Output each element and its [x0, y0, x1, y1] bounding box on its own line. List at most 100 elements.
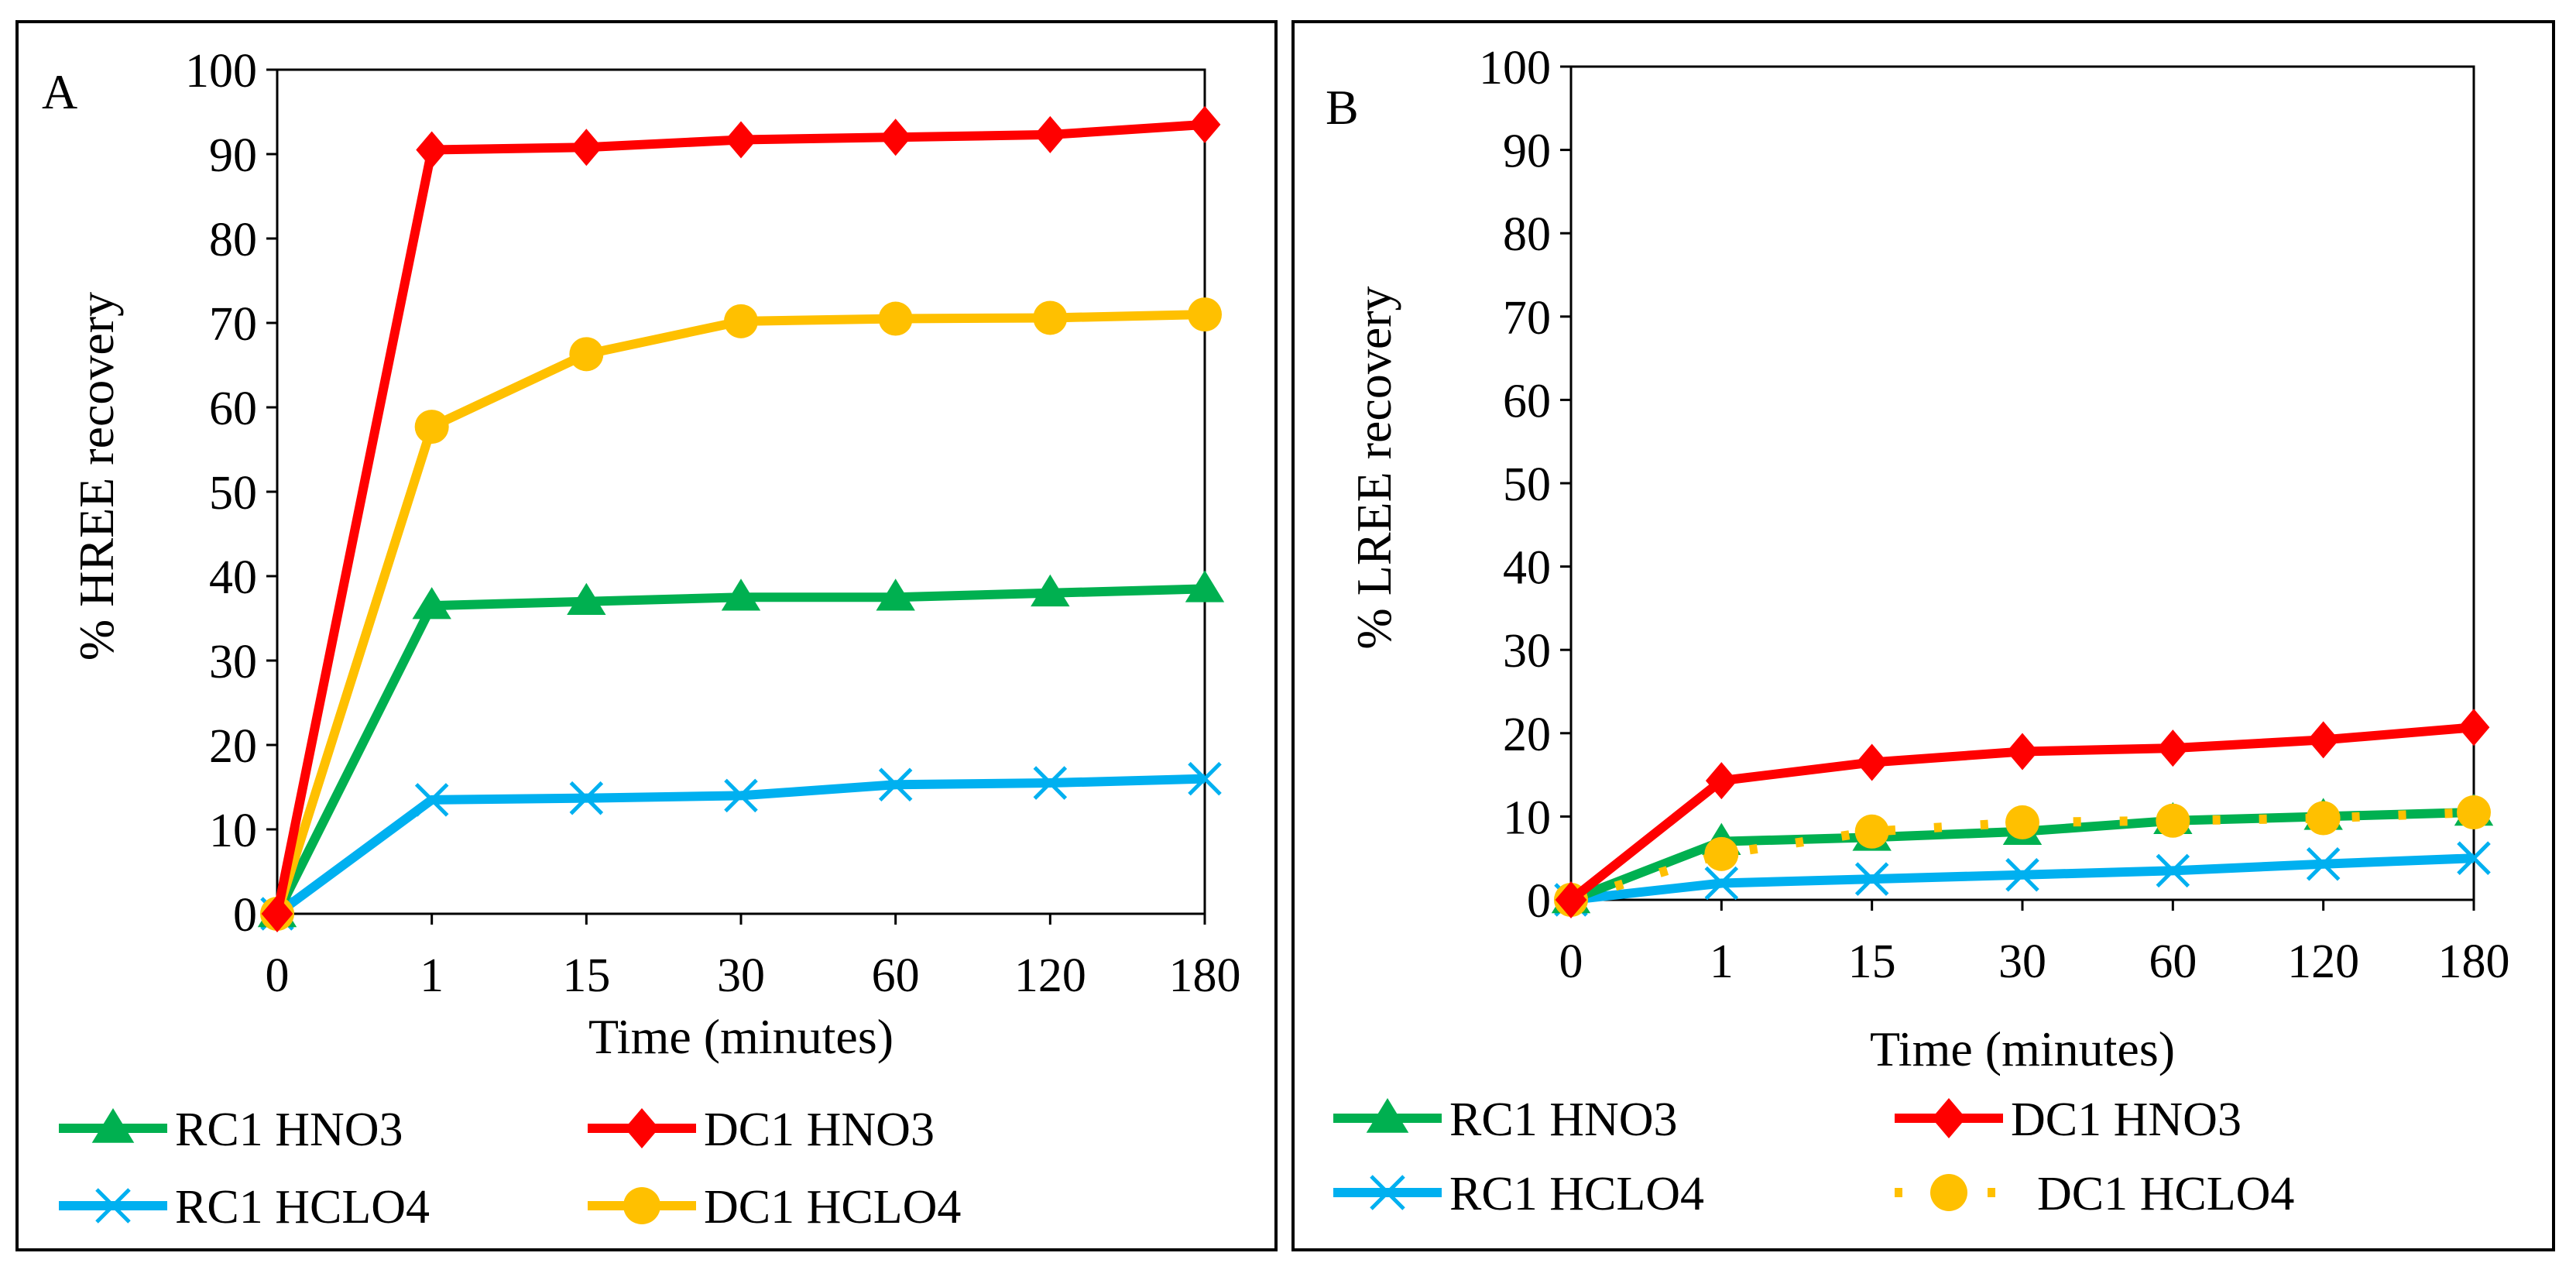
- legend-item: RC1 HCLO4: [1333, 1168, 1704, 1220]
- data-point: [878, 767, 913, 801]
- legend-item: RC1 HCLO4: [59, 1181, 430, 1234]
- series-dc1-hno3: [261, 105, 1221, 932]
- x-tick-label: 30: [717, 949, 765, 1002]
- panel-label: B: [1326, 80, 1359, 135]
- data-point: [2457, 795, 2491, 830]
- legend-item: DC1 HNO3: [588, 1104, 935, 1156]
- y-tick-label: 100: [185, 45, 257, 98]
- data-point: [724, 304, 758, 338]
- y-tick-label: 80: [209, 214, 257, 266]
- legend-item: RC1 HNO3: [1333, 1093, 1678, 1146]
- data-point: [2156, 803, 2190, 838]
- y-tick-label: 60: [209, 383, 257, 435]
- chart-b-svg: 0 10 20 30 40 50 60 70 80 90 100 0 1 15 30 60 120 180 Time…: [1326, 42, 2510, 1220]
- plot-area-frame: [1569, 65, 2475, 901]
- y-tick-label: 0: [233, 889, 257, 942]
- data-point: [569, 781, 604, 815]
- data-point: [2458, 709, 2490, 747]
- data-point: [2005, 857, 2039, 892]
- legend-label: RC1 HNO3: [175, 1104, 403, 1156]
- y-tick-label: 30: [209, 636, 257, 688]
- y-axis-title: % LREE recovery: [1346, 286, 1401, 649]
- data-point: [412, 587, 451, 620]
- x-tick-label: 15: [562, 949, 610, 1002]
- y-tick-label: 30: [1503, 625, 1551, 678]
- x-axis-title: Time (minutes): [588, 1009, 894, 1064]
- legend-marker: [1930, 1174, 1967, 1211]
- legend-label: RC1 HCLO4: [1449, 1168, 1704, 1220]
- y-tick-label: 60: [1503, 375, 1551, 427]
- y-tick-label: 90: [209, 129, 257, 182]
- data-point: [1189, 105, 1221, 143]
- data-point: [567, 582, 606, 615]
- data-point: [2306, 846, 2341, 881]
- y-tick-label: 50: [1503, 458, 1551, 511]
- data-point: [1854, 862, 1889, 896]
- legend-marker: [1931, 1098, 1967, 1138]
- y-axis-title: % HREE recovery: [69, 292, 124, 661]
- legend-marker: [91, 1108, 135, 1143]
- y-tick-label: 20: [209, 720, 257, 773]
- x-tick-label: 0: [1559, 935, 1583, 988]
- y-tick-label: 90: [1503, 125, 1551, 178]
- series-rc1-hclo4: [260, 761, 1222, 931]
- series-rc1-hno3: [257, 570, 1225, 928]
- y-tick-label: 10: [1503, 791, 1551, 844]
- x-axis-title: Time (minutes): [1870, 1021, 2175, 1076]
- legend-item: RC1 HNO3: [59, 1104, 403, 1156]
- data-point: [1704, 836, 1739, 871]
- data-point: [2156, 853, 2190, 888]
- panel-label: A: [42, 64, 77, 119]
- data-point: [2306, 801, 2341, 836]
- x-tick-label: 60: [872, 949, 920, 1002]
- data-point: [725, 121, 757, 159]
- x-tick-label: 1: [1710, 935, 1734, 988]
- x-tick-label: 15: [1848, 935, 1896, 988]
- legend-label: RC1 HNO3: [1449, 1093, 1678, 1146]
- y-tick-label: 10: [209, 805, 257, 857]
- series-rc1-hclo4: [1554, 841, 2491, 917]
- chart-a-svg: 0 10 20 30 40 50 60 70 80 90 100 0 1 15 30 60 120 180 Time…: [42, 45, 1241, 1234]
- data-point: [1185, 570, 1225, 602]
- legend-marker: [1366, 1098, 1409, 1133]
- data-point: [569, 337, 604, 372]
- y-tick-label: 70: [209, 298, 257, 351]
- data-point: [1704, 866, 1739, 901]
- legend-marker: [623, 1187, 660, 1224]
- x-tick-label: 120: [1014, 949, 1086, 1002]
- series-dc1-hclo4: [1554, 795, 2491, 917]
- legend-label: DC1 HCLO4: [2037, 1168, 2294, 1220]
- legend-marker: [624, 1108, 660, 1148]
- data-point: [724, 778, 758, 813]
- legend-marker: [95, 1188, 131, 1224]
- y-tick-label: 20: [1503, 709, 1551, 761]
- legend: RC1 HNO3 DC1 HNO3 RC1 HCLO4 DC1 HCLO4: [59, 1104, 961, 1234]
- x-tick-label: 120: [2287, 935, 2359, 988]
- series-line: [274, 774, 1206, 918]
- data-point: [2457, 841, 2491, 875]
- x-tick-label: 60: [2149, 935, 2197, 988]
- data-point: [1033, 300, 1068, 335]
- data-point: [1854, 814, 1889, 849]
- y-tick-label: 40: [1503, 542, 1551, 595]
- data-point: [878, 301, 913, 336]
- chart-panel-a: 0 10 20 30 40 50 60 70 80 90 100 0 1 15 30 60 120 180 Time…: [15, 20, 1278, 1251]
- data-point: [1188, 761, 1222, 796]
- data-point: [2156, 729, 2189, 767]
- legend-item: DC1 HCLO4: [1895, 1168, 2294, 1220]
- data-point: [414, 783, 449, 817]
- chart-panel-b: 0 10 20 30 40 50 60 70 80 90 100 0 1 15 30 60 120 180 Time…: [1291, 20, 2555, 1251]
- legend: RC1 HNO3 DC1 HNO3 RC1 HCLO4 DC1 HCLO4: [1333, 1093, 2294, 1220]
- y-tick-label: 40: [209, 551, 257, 604]
- data-point: [1034, 115, 1066, 153]
- data-point: [880, 118, 912, 156]
- y-tick-label: 0: [1527, 875, 1551, 928]
- x-tick-label: 30: [1998, 935, 2046, 988]
- y-tick-label: 80: [1503, 208, 1551, 261]
- data-point: [261, 895, 293, 932]
- y-tick-label: 50: [209, 467, 257, 520]
- data-point: [1555, 881, 1587, 918]
- legend-label: DC1 HCLO4: [704, 1181, 961, 1234]
- legend-label: DC1 HNO3: [704, 1104, 935, 1156]
- series-dc1-hclo4: [260, 297, 1222, 931]
